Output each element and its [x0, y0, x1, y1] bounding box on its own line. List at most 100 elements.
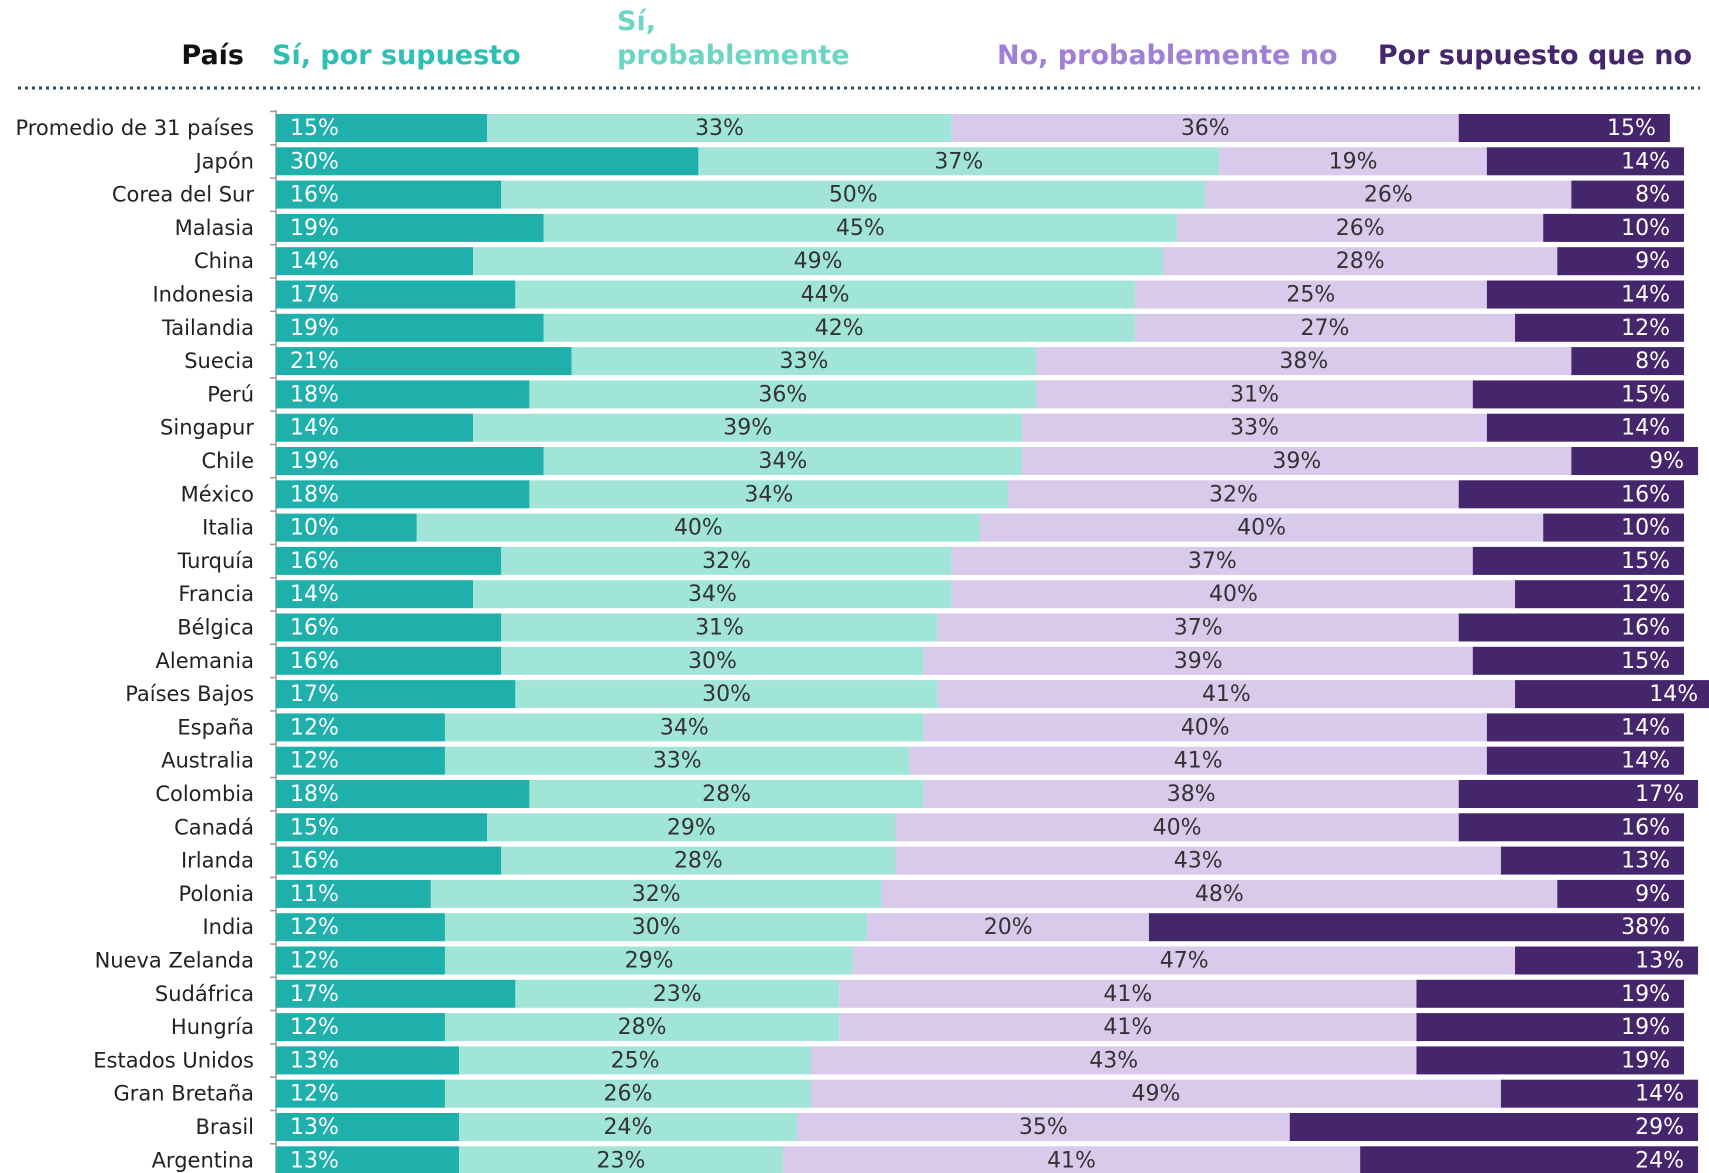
bar-segment [1458, 813, 1684, 842]
category-label: Francia [178, 582, 254, 606]
value-label: 33% [780, 349, 829, 374]
bar-segment [444, 1079, 812, 1108]
value-label: 36% [1181, 116, 1230, 141]
bar-segment [473, 413, 1023, 442]
value-label: 41% [1202, 682, 1251, 707]
bar-segment [416, 513, 980, 542]
bar-segment [501, 646, 924, 675]
bar-segment [951, 114, 1459, 142]
value-label: 44% [801, 283, 850, 308]
bar-segment [515, 680, 938, 709]
value-label: 14% [290, 582, 339, 607]
category-label: Colombia [155, 782, 254, 806]
value-label: 40% [1237, 516, 1286, 541]
bar-segment [937, 613, 1459, 642]
bar-segment [1458, 780, 1699, 808]
value-label: 19% [290, 216, 339, 241]
value-label: 31% [695, 616, 744, 641]
bar-segment [1571, 180, 1684, 209]
bar-segment [1571, 447, 1699, 475]
bar-segment [276, 280, 516, 309]
value-label: 10% [290, 516, 339, 541]
bar-segment [276, 713, 445, 742]
value-label: 12% [1621, 316, 1670, 341]
value-label: 14% [1635, 1082, 1684, 1107]
value-label: 41% [1103, 982, 1152, 1007]
bar-segment [1289, 1113, 1699, 1141]
value-label: 10% [1621, 216, 1670, 241]
bar-segment [487, 114, 952, 142]
value-label: 20% [984, 915, 1033, 940]
value-label: 38% [1621, 915, 1670, 940]
bar-segment [1515, 680, 1709, 709]
value-label: 33% [1230, 416, 1279, 441]
value-label: 28% [674, 849, 723, 874]
bar-segment [1472, 380, 1684, 409]
bar-segment [1134, 313, 1516, 342]
bar-segment [501, 613, 938, 642]
value-label: 28% [702, 782, 751, 807]
bar-segment [1515, 313, 1684, 342]
category-label: Japón [193, 149, 254, 173]
value-label: 17% [290, 682, 339, 707]
bar-segment [276, 180, 502, 209]
value-label: 15% [1607, 116, 1656, 141]
value-label: 39% [723, 416, 772, 441]
value-label: 19% [1621, 1048, 1670, 1073]
value-label: 14% [290, 249, 339, 274]
bar-segment [276, 347, 572, 376]
value-label: 23% [597, 1148, 646, 1173]
bar-segment [276, 813, 488, 842]
bar-segment [951, 546, 1473, 575]
category-label: Gran Bretaña [113, 1082, 254, 1106]
bar-segment [1036, 380, 1473, 409]
bar-segment [276, 513, 417, 542]
bar-segment [881, 879, 1558, 908]
bar-segment [937, 680, 1516, 709]
bar-segment [1557, 879, 1684, 908]
bar-segment [1458, 480, 1684, 509]
bar-segment [1500, 846, 1684, 875]
value-label: 13% [1621, 849, 1670, 874]
value-label: 25% [611, 1048, 660, 1073]
value-label: 12% [290, 949, 339, 974]
category-label: México [181, 482, 254, 506]
bar-segment [1486, 147, 1684, 176]
value-label: 19% [1329, 149, 1378, 174]
bar-segment [276, 613, 502, 642]
category-label: Italia [202, 516, 254, 540]
bar-segment [276, 1113, 460, 1141]
category-label: Irlanda [181, 849, 254, 873]
bar-segment [1515, 580, 1684, 609]
value-label: 34% [688, 582, 737, 607]
value-label: 30% [290, 149, 339, 174]
category-label: Canadá [174, 815, 254, 839]
bar-segment [1036, 347, 1572, 376]
category-label: Tailandia [161, 316, 254, 340]
value-label: 38% [1279, 349, 1328, 374]
value-label: 12% [290, 749, 339, 774]
bar-segment [1205, 180, 1572, 209]
bar-segment [923, 713, 1487, 742]
bar-segment [543, 313, 1135, 342]
value-label: 29% [667, 815, 716, 840]
value-label: 14% [1649, 682, 1698, 707]
category-label: España [177, 715, 254, 739]
bar-segment [1458, 613, 1684, 642]
value-label: 18% [290, 382, 339, 407]
value-label: 26% [1364, 183, 1413, 208]
series-header: Por supuesto que no [1377, 40, 1692, 71]
category-label: Perú [207, 382, 254, 406]
value-label: 42% [815, 316, 864, 341]
value-label: 35% [1019, 1115, 1068, 1140]
value-label: 9% [1635, 249, 1670, 274]
bar-segment [811, 1046, 1417, 1075]
value-label: 14% [1621, 149, 1670, 174]
value-label: 8% [1635, 349, 1670, 374]
value-label: 37% [1174, 616, 1223, 641]
bar-segment [276, 646, 502, 675]
bar-segment [1360, 1146, 1699, 1173]
bar-segment [529, 780, 924, 808]
bar-segment [1486, 713, 1684, 742]
value-label: 40% [1181, 715, 1230, 740]
